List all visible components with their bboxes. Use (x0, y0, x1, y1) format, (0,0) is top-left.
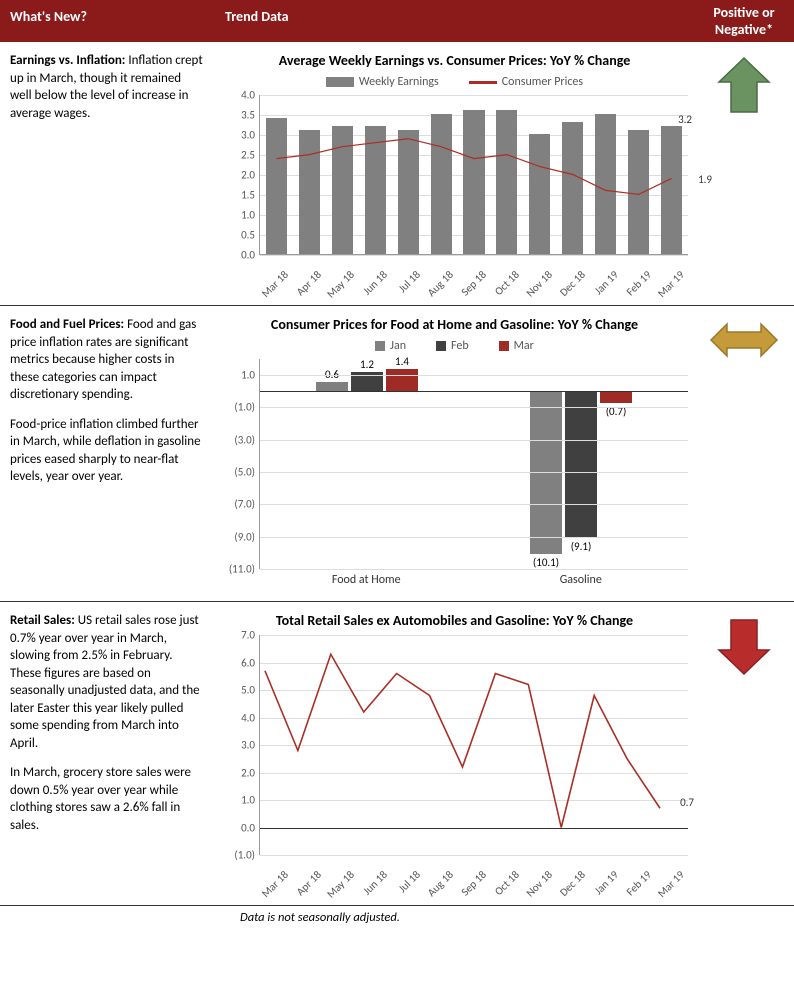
section1-chart-area: Average Weekly Earnings vs. Consumer Pri… (215, 48, 694, 299)
section-retail-sales: Retail Sales: US retail sales rose just … (0, 602, 794, 906)
section-food-fuel: Food and Fuel Prices: Food and gas price… (0, 306, 794, 602)
chart1-plot: 3.21.9 (259, 95, 688, 255)
arrow-both-icon (709, 320, 779, 360)
chart3-plot: 0.7 (259, 635, 688, 855)
section3-indicator (694, 608, 794, 899)
section1-title: Earnings vs. Inflation: (10, 53, 125, 68)
header-indicator: Positive or Negative* (694, 0, 794, 42)
chart2-yaxis: 1.0(1.0)(3.0)(5.0)(7.0)(9.0)(11.0) (221, 359, 259, 569)
chart1-yaxis: 0.00.51.01.52.02.53.03.54.0 (221, 95, 259, 255)
section2-body2: Food-price inflation climbed further in … (10, 416, 205, 486)
chart3-title: Total Retail Sales ex Automobiles and Ga… (221, 612, 688, 629)
legend-bar-label: Weekly Earnings (359, 75, 439, 89)
section2-indicator (694, 312, 794, 595)
legend-mar-swatch (499, 341, 509, 351)
chart1-legend: Weekly Earnings Consumer Prices (221, 75, 688, 89)
section2-chart-area: Consumer Prices for Food at Home and Gas… (215, 312, 694, 595)
section2-sidebar: Food and Fuel Prices: Food and gas price… (0, 312, 215, 595)
chart2-xaxis: Food at HomeGasoline (259, 569, 688, 591)
chart1-xaxis: Mar 18Apr 18May 18Jun 18Jul 18Aug 18Sep … (259, 255, 688, 295)
chart3-yaxis: (1.0)0.01.02.03.04.05.06.07.0 (221, 635, 259, 855)
section3-body1: US retail sales rose just 0.7% year over… (10, 613, 200, 751)
table-header: What's New? Trend Data Positive or Negat… (0, 0, 794, 42)
chart2-legend: Jan Feb Mar (221, 339, 688, 353)
header-whats-new: What's New? (0, 0, 215, 42)
legend-feb-swatch (436, 341, 446, 351)
section2-title: Food and Fuel Prices: (10, 317, 124, 332)
legend-swatch-line (469, 81, 497, 84)
chart1-title: Average Weekly Earnings vs. Consumer Pri… (221, 52, 688, 69)
legend-jan-swatch (375, 341, 385, 351)
arrow-up-icon (717, 56, 771, 116)
chart2-plot: 0.61.21.4(10.1)(9.1)(0.7) (259, 359, 688, 569)
section-earnings-inflation: Earnings vs. Inflation: Inflation crept … (0, 42, 794, 306)
legend-feb: Feb (451, 339, 469, 353)
section3-sidebar: Retail Sales: US retail sales rose just … (0, 608, 215, 899)
legend-mar: Mar (514, 339, 534, 353)
section3-body2: In March, grocery store sales were down … (10, 764, 205, 834)
section1-sidebar: Earnings vs. Inflation: Inflation crept … (0, 48, 215, 299)
section3-title: Retail Sales: (10, 613, 75, 628)
legend-swatch-bar (326, 77, 354, 87)
footnote: Data is not seasonally adjusted. (240, 906, 794, 929)
chart3-xaxis: Mar 18Apr 18May 18Jun 18Jul 18Aug 18Sep … (259, 855, 688, 895)
legend-line-label: Consumer Prices (502, 75, 583, 89)
header-trend-data: Trend Data (215, 0, 694, 42)
legend-jan: Jan (390, 339, 406, 353)
chart2-title: Consumer Prices for Food at Home and Gas… (221, 316, 688, 333)
arrow-down-icon (717, 616, 771, 676)
section3-chart-area: Total Retail Sales ex Automobiles and Ga… (215, 608, 694, 899)
